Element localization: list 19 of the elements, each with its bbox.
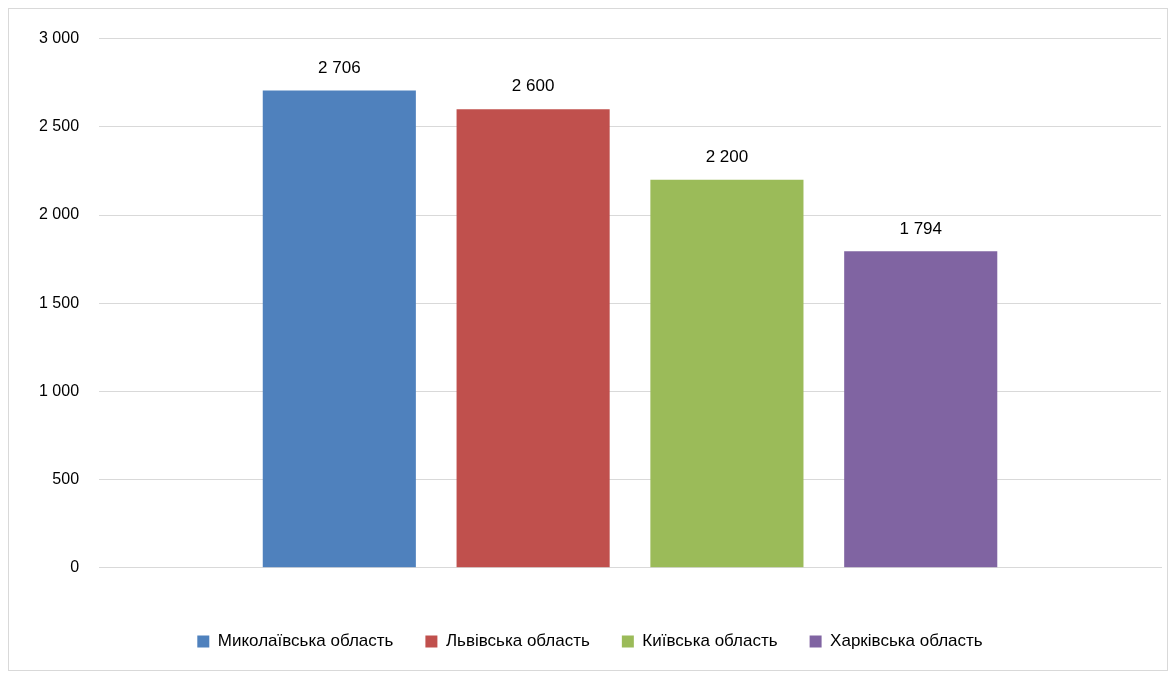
data-label: 2 600 — [511, 76, 555, 96]
y-tick-label: 1 000 — [38, 381, 80, 399]
legend-label: Київська область — [642, 631, 778, 651]
legend-label: Львівська область — [445, 631, 590, 651]
y-tick-label: 3 000 — [38, 29, 80, 47]
bar — [650, 179, 804, 568]
data-label: 1 794 — [899, 218, 942, 238]
data-label: 2 706 — [318, 57, 361, 77]
bar — [844, 251, 998, 568]
y-tick-label: 500 — [52, 470, 80, 488]
bar — [262, 90, 416, 568]
bar — [456, 109, 610, 568]
legend-label: Харківська область — [830, 631, 983, 651]
legend-label: Миколаївська область — [217, 631, 394, 651]
y-tick-label: 2 500 — [38, 117, 80, 135]
data-label: 2 200 — [705, 146, 749, 166]
y-tick-label: 2 000 — [38, 205, 80, 223]
y-tick-label: 0 — [70, 558, 80, 576]
y-tick-label: 1 500 — [38, 293, 80, 311]
